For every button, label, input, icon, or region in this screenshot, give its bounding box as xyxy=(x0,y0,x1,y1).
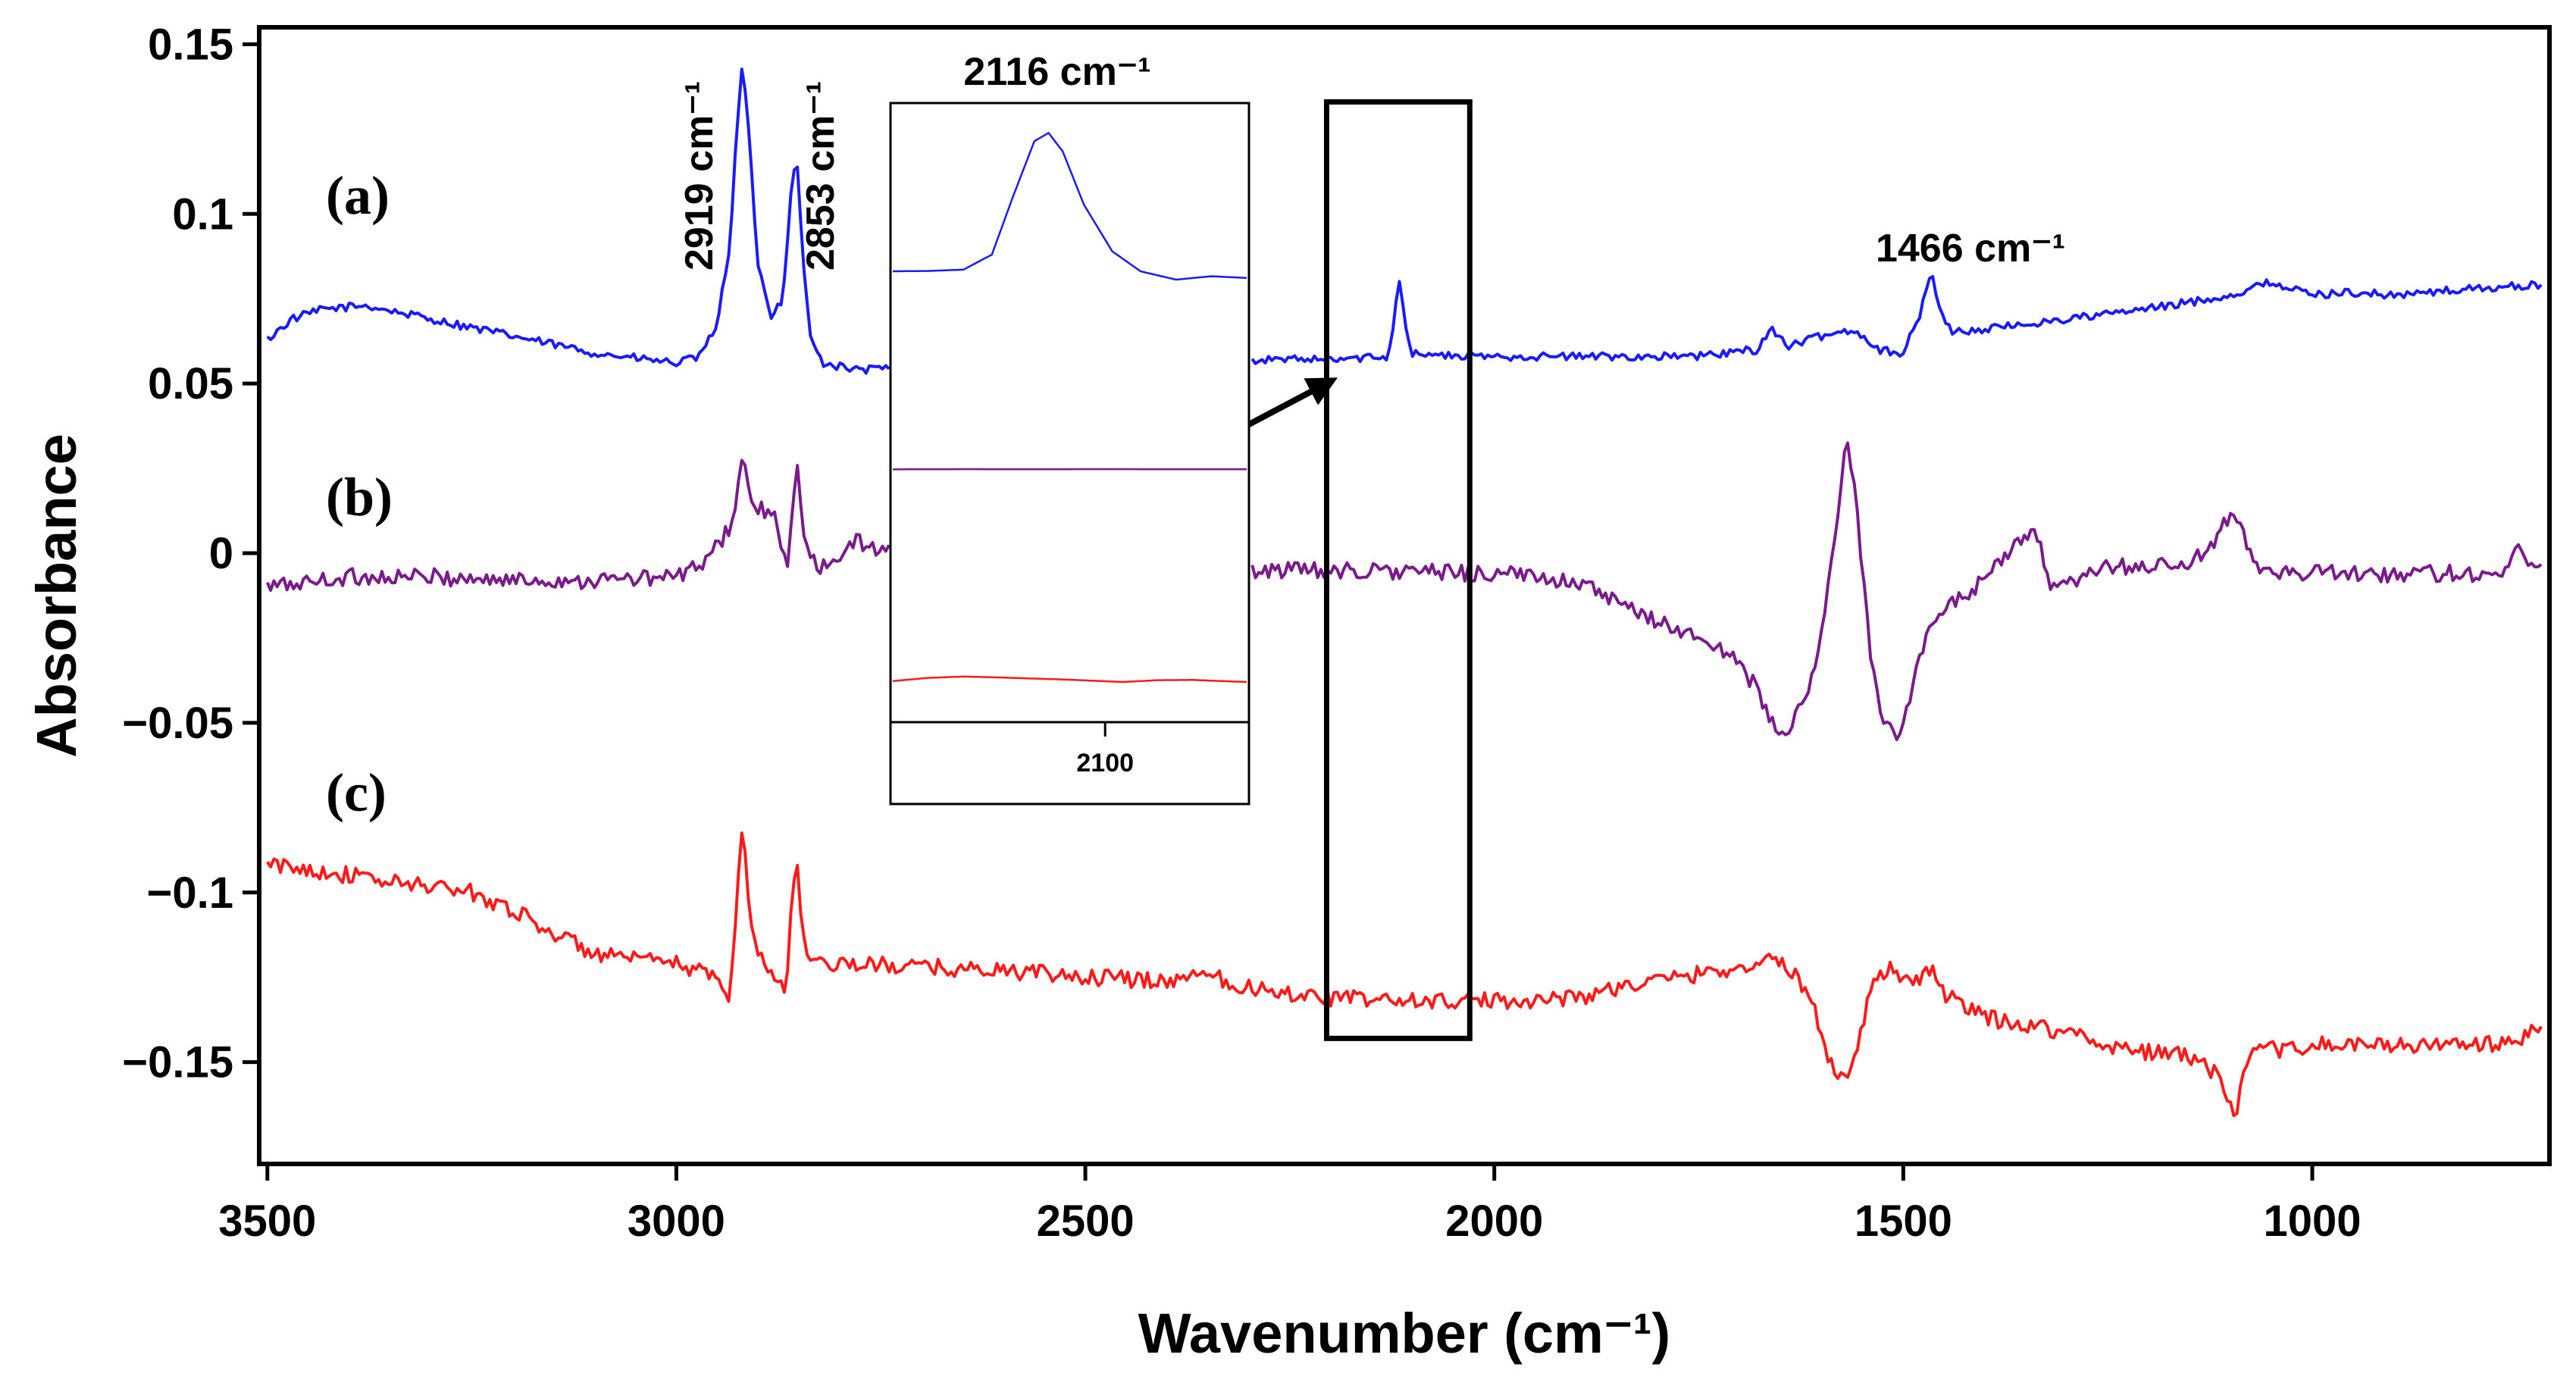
y-axis-title: Absorbance xyxy=(25,433,88,758)
peak-annotation-2853: 2853 cm⁻¹ xyxy=(799,81,843,271)
series-line-c xyxy=(266,831,2543,1118)
peak-annotation-2919: 2919 cm⁻¹ xyxy=(678,81,721,271)
y-tick-label: 0.05 xyxy=(148,359,233,408)
y-tick-label: −0.05 xyxy=(122,699,233,748)
series-label-b: (b) xyxy=(326,467,393,527)
inset-title: 2116 cm⁻¹ xyxy=(963,50,1150,94)
x-tick-label: 2500 xyxy=(1037,1197,1135,1246)
series-label-a: (a) xyxy=(326,165,390,226)
inset-arrow xyxy=(1247,377,1338,427)
x-axis-title: Wavenumber (cm⁻¹) xyxy=(1138,1302,1670,1365)
peak-annotation-1466: 1466 cm⁻¹ xyxy=(1876,227,2065,271)
inset-x-axis: 2100 xyxy=(1076,722,1134,777)
inset-series-layer xyxy=(892,131,1247,684)
y-tick-label: −0.15 xyxy=(122,1038,233,1087)
y-tick-label: 0.15 xyxy=(148,20,233,69)
x-tick-label: 2000 xyxy=(1445,1197,1543,1246)
x-tick-label: 1500 xyxy=(1855,1197,1952,1246)
series-label-c: (c) xyxy=(326,762,387,823)
inset-series-line xyxy=(892,675,1247,684)
x-tick-label: 3000 xyxy=(628,1197,725,1246)
x-tick-label: 3500 xyxy=(218,1197,316,1246)
y-axis: 0.15 0.1 0.05 0 −0.05 −0.1 −0.15 xyxy=(122,20,259,1087)
x-axis: 3500 3000 2500 2000 1500 1000 xyxy=(218,1164,2362,1246)
highlight-box xyxy=(1323,99,1473,1041)
series-line-b xyxy=(265,441,2543,742)
inset-x-tick-label: 2100 xyxy=(1076,749,1134,777)
y-tick-label: −0.1 xyxy=(147,868,234,918)
series-line-a xyxy=(266,67,2543,375)
inset-frame xyxy=(889,102,1250,806)
x-tick-label: 1000 xyxy=(2263,1197,2361,1246)
y-tick-label: 0 xyxy=(209,529,233,578)
inset-panel: 2100 xyxy=(889,102,1250,806)
plot-frame xyxy=(257,25,2552,1166)
inset-series-line xyxy=(893,131,1247,281)
y-tick-label: 0.1 xyxy=(172,189,233,239)
series-layer xyxy=(265,67,2543,1118)
